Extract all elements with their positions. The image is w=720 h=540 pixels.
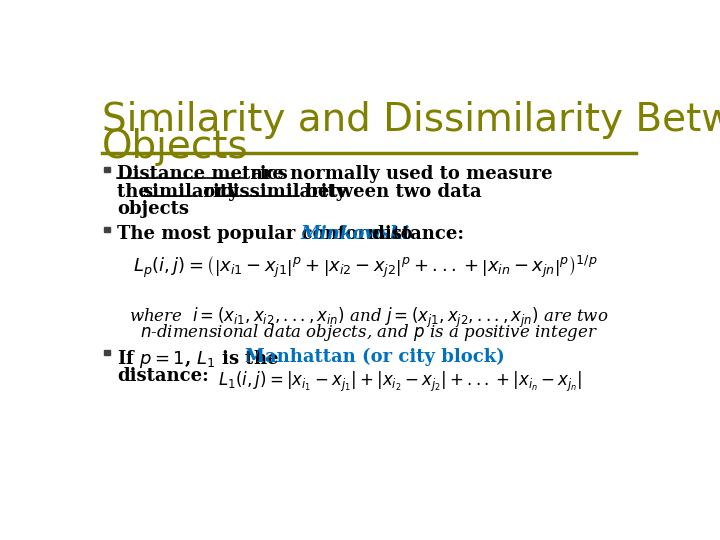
Text: Distance metrics: Distance metrics [117, 165, 288, 183]
Bar [104, 350, 109, 355]
Text: similarity: similarity [142, 183, 238, 201]
Text: Minkowski: Minkowski [301, 225, 410, 243]
Text: Manhattan (or city block): Manhattan (or city block) [245, 348, 505, 367]
Text: $L_1(i,j)=|x_{i_1}-x_{j_1}|+|x_{i_2}-x_{j_2}|+...+|x_{i_n}-x_{j_n}|$: $L_1(i,j)=|x_{i_1}-x_{j_1}|+|x_{i_2}-x_{… [217, 370, 582, 394]
Text: The most popular conform to: The most popular conform to [117, 225, 419, 243]
Text: the: the [117, 183, 156, 201]
Text: Similarity and Dissimilarity Between: Similarity and Dissimilarity Between [102, 101, 720, 139]
Bar [104, 167, 109, 172]
Text: $n$-dimensional data objects, and $p$ is a positive integer: $n$-dimensional data objects, and $p$ is… [140, 322, 598, 343]
Text: dissimilarity: dissimilarity [220, 183, 346, 201]
Bar [104, 227, 109, 232]
Text: distance:: distance: [366, 225, 464, 243]
Text: between two data: between two data [300, 183, 482, 201]
Text: are normally used to measure: are normally used to measure [245, 165, 553, 183]
Text: $L_p(i,j)=\left(\left|x_{i1}-x_{j1}\right|^p+\left|x_{i2}-x_{j2}\right|^p+...+\l: $L_p(i,j)=\left(\left|x_{i1}-x_{j1}\righ… [132, 254, 598, 280]
Text: distance:: distance: [117, 367, 209, 386]
Text: If $p = 1$, $L_1$ is the: If $p = 1$, $L_1$ is the [117, 348, 280, 370]
Text: or: or [197, 183, 231, 201]
Text: where  $i = (x_{i1}, x_{i2}, ..., x_{in})$ and $j = (x_{j1}, x_{j2}, ..., x_{jn}: where $i = (x_{i1}, x_{i2}, ..., x_{in})… [130, 306, 608, 330]
Text: objects: objects [117, 200, 189, 218]
Text: Objects: Objects [102, 128, 248, 166]
